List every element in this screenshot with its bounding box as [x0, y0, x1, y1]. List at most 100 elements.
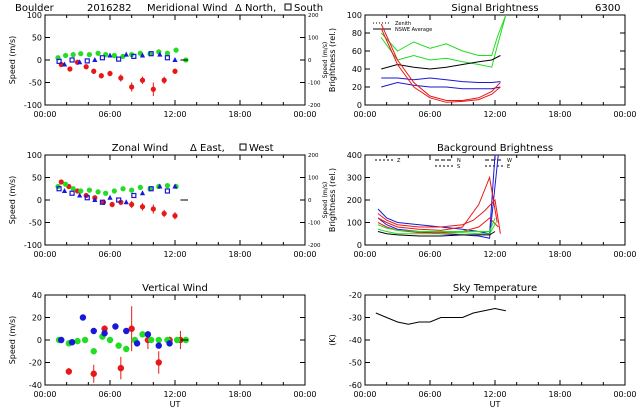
x-tick-label: 06:00: [418, 390, 441, 399]
x-tick-label: 00:00: [33, 110, 56, 119]
x-axis-label: UT: [170, 400, 181, 409]
legend-entry: Zenith: [395, 21, 411, 27]
point-green: [86, 52, 93, 58]
y-tick-label: -60: [349, 381, 362, 390]
series-line-green: [377, 217, 496, 232]
point-blue: [58, 336, 65, 344]
y-tick-label: 50: [32, 174, 42, 183]
point-red: [107, 70, 113, 77]
point-green: [70, 186, 76, 192]
y-tick-label: 100: [347, 219, 362, 228]
point-blue: [144, 331, 152, 338]
point-triangle-blue: [77, 192, 83, 198]
point-red: [128, 325, 135, 332]
point-green: [120, 186, 126, 192]
y-tick-label: -40: [349, 336, 362, 345]
point-triangle-blue: [123, 51, 129, 57]
series-line-red: [377, 175, 498, 231]
x-tick-label: 06:00: [418, 110, 441, 119]
point-green: [70, 52, 76, 58]
legend-entry: Z: [397, 158, 401, 164]
y-axis-label: Brightness (rel.): [328, 168, 337, 232]
point-triangle-blue: [139, 190, 146, 196]
point-green: [155, 336, 162, 344]
point-square-blue: [148, 186, 154, 192]
y2-tick-label: 200: [308, 13, 319, 19]
panel-background: 00:00 06:00 12:00 18:00 00:00 400 300 200 100 0 Br…: [328, 143, 637, 259]
point-blue: [79, 314, 87, 321]
series-line-blue: [377, 154, 496, 235]
y2-tick-label: 0: [308, 58, 312, 64]
x-tick-label: 06:00: [98, 390, 121, 399]
x-tick-label: 12:00: [163, 110, 186, 119]
x-tick-label: 00:00: [293, 250, 316, 259]
x-tick-label: 06:00: [98, 250, 121, 259]
point-red: [161, 210, 167, 217]
point-blue: [123, 327, 130, 335]
point-square-blue: [131, 192, 137, 199]
legend-square: [284, 3, 292, 11]
y2-tick-label: 100: [308, 176, 319, 182]
y-tick-label: 0: [37, 336, 42, 345]
y-axis-label: Speed (m/s): [8, 36, 17, 85]
point-green: [147, 336, 155, 344]
point-triangle-blue: [61, 188, 68, 193]
point-triangle-blue: [157, 51, 163, 57]
y-tick-label: -100: [24, 101, 42, 110]
point-green: [111, 188, 117, 194]
point-triangle-blue: [172, 57, 178, 62]
y-tick-label: 20: [32, 314, 42, 323]
y2-tick-label: 100: [308, 36, 319, 42]
y-tick-label: 60: [352, 47, 362, 56]
point-triangle-blue: [107, 194, 113, 200]
x-tick-label: 06:00: [418, 250, 441, 259]
point-green: [95, 189, 101, 195]
y-tick-label: -20: [29, 359, 42, 368]
point-green: [74, 337, 81, 345]
point-green: [164, 183, 171, 189]
point-red: [91, 68, 97, 74]
y-tick-label: -50: [29, 79, 42, 88]
panel-meridional: 00:00 06:00 12:00 18:00 00:00 100 50 0 -50 -100 20…: [8, 3, 329, 119]
panel-signal: 00:00 06:00 12:00 18:00 00:00 100 80 60 40 20 0 Bri…: [328, 3, 637, 119]
point-blue: [166, 340, 173, 347]
legend-entry: NSWE Average: [395, 27, 432, 33]
point-green: [103, 190, 109, 196]
series-line-black: [381, 55, 501, 70]
legend-text-b: South: [294, 3, 323, 14]
y-tick-label: 0: [37, 196, 42, 205]
y2-tick-label: -100: [308, 221, 321, 227]
point-blue: [155, 342, 162, 349]
x-tick-label: 12:00: [483, 110, 506, 119]
point-red: [155, 359, 162, 366]
legend-entry: S: [457, 164, 460, 170]
legend-entry: N: [457, 158, 461, 164]
point-red: [98, 73, 104, 79]
x-tick-label: 00:00: [33, 390, 56, 399]
series-line-green: [380, 14, 507, 68]
x-tick-label: 00:00: [33, 250, 56, 259]
point-square-blue: [99, 55, 106, 61]
point-square-blue: [56, 186, 62, 192]
point-green: [115, 342, 122, 349]
series-line-red: [380, 23, 501, 101]
series-line-blue: [381, 77, 501, 83]
point-triangle-blue: [61, 61, 68, 67]
point-red: [118, 75, 124, 81]
point-square-blue: [148, 51, 154, 57]
point-red: [139, 204, 146, 210]
panel-title: Background Brightness: [437, 143, 553, 154]
y2-axis-label: Speed (m/s): [322, 182, 329, 218]
y-tick-label: 100: [347, 11, 362, 20]
point-red: [129, 201, 135, 208]
point-blue: [133, 340, 141, 347]
legend-entry: W: [507, 158, 512, 164]
point-red: [172, 68, 178, 74]
x-tick-label: 00:00: [613, 110, 636, 119]
point-blue: [68, 339, 76, 346]
x-tick-label: 00:00: [293, 110, 316, 119]
panel-title-right: 6300: [595, 3, 620, 14]
point-triangle-blue: [92, 57, 98, 62]
point-green: [78, 188, 84, 194]
